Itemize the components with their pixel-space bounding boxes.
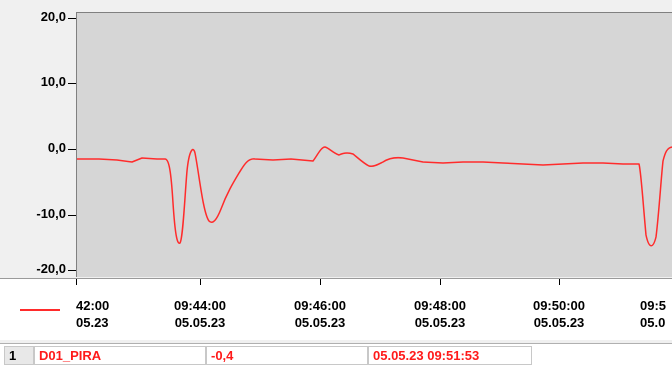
- x-tick-date: 05.0: [640, 315, 666, 330]
- y-tick-label: 10,0: [40, 74, 66, 89]
- legend-swatch: [20, 309, 60, 311]
- x-tick-label: 09:5 05.0: [640, 297, 672, 331]
- y-tick-mark: [68, 83, 76, 84]
- x-tick-time: 09:5: [640, 298, 667, 313]
- x-tick-mark: [559, 279, 560, 285]
- pen-timestamp: 05.05.23 09:51:53: [368, 346, 532, 365]
- time-axis: 42:00 05.23 09:44:00 05.05.23 09:46:00 0…: [0, 278, 672, 340]
- pen-tag-name[interactable]: D01_PIRA: [34, 346, 206, 365]
- y-axis: 20,0 10,0 0,0 -10,0 -20,0: [0, 0, 76, 288]
- series-line: [77, 146, 672, 247]
- x-tick-time: 09:50:00: [532, 298, 586, 313]
- y-tick-mark: [68, 215, 76, 216]
- x-tick-date: 05.05.23: [294, 315, 346, 330]
- x-tick-label: 09:48:00 05.05.23: [400, 297, 480, 331]
- y-tick-mark: [68, 18, 76, 19]
- pen-current-value: -0,4: [206, 346, 368, 365]
- x-tick-date: 05.23: [76, 315, 109, 330]
- x-tick-label: 09:44:00 05.05.23: [160, 297, 240, 331]
- x-tick-date: 05.05.23: [533, 315, 585, 330]
- x-tick-mark: [320, 279, 321, 285]
- pen-status-row[interactable]: 1 D01_PIRA -0,4 05.05.23 09:51:53: [0, 343, 672, 366]
- x-tick-mark: [76, 279, 77, 285]
- x-tick-mark: [200, 279, 201, 285]
- pen-index: 1: [4, 346, 34, 365]
- x-tick-label: 09:50:00 05.05.23: [519, 297, 599, 331]
- x-tick-date: 05.05.23: [414, 315, 466, 330]
- x-tick-label: 42:00 05.23: [76, 297, 136, 331]
- plot-area[interactable]: [76, 12, 672, 277]
- x-tick-time: 09:44:00: [173, 298, 227, 313]
- trend-chart: [77, 146, 672, 247]
- x-tick-mark: [440, 279, 441, 285]
- y-tick-label: -10,0: [36, 206, 66, 221]
- y-tick-mark: [68, 270, 76, 271]
- y-tick-label: -20,0: [36, 261, 66, 276]
- y-tick-label: 0,0: [47, 140, 66, 155]
- x-tick-date: 05.05.23: [174, 315, 226, 330]
- x-tick-time: 42:00: [76, 298, 110, 313]
- y-tick-label: 20,0: [40, 9, 66, 24]
- x-tick-time: 09:48:00: [413, 298, 467, 313]
- y-tick-mark: [68, 149, 76, 150]
- x-tick-time: 09:46:00: [293, 298, 347, 313]
- x-tick-label: 09:46:00 05.05.23: [280, 297, 360, 331]
